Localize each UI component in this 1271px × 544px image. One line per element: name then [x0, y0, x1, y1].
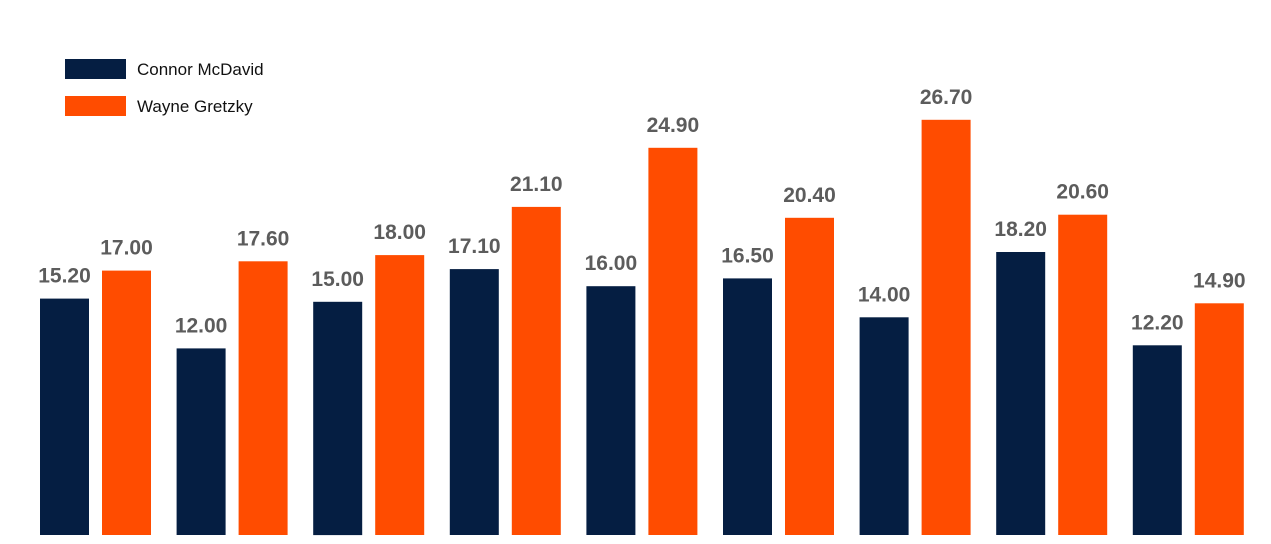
- value-label-wayne-gretzky-6: 20.40: [783, 184, 836, 207]
- bar-connor-mcdavid-5: [586, 286, 636, 535]
- legend-label-wayne-gretzky: Wayne Gretzky: [137, 97, 253, 116]
- bar-connor-mcdavid-2: [176, 348, 226, 535]
- bar-wayne-gretzky-1: [102, 270, 151, 535]
- value-label-connor-mcdavid-8: 18.20: [994, 218, 1047, 241]
- legend-swatch-wayne-gretzky: [65, 96, 126, 116]
- value-label-connor-mcdavid-2: 12.00: [175, 314, 228, 337]
- value-label-connor-mcdavid-4: 17.10: [448, 235, 501, 258]
- bar-connor-mcdavid-4: [449, 269, 499, 535]
- bar-connor-mcdavid-1: [40, 298, 89, 535]
- bar-wayne-gretzky-6: [785, 217, 834, 536]
- bar-wayne-gretzky-9: [1194, 303, 1244, 535]
- value-label-connor-mcdavid-6: 16.50: [721, 244, 774, 267]
- value-label-connor-mcdavid-1: 15.20: [38, 265, 91, 288]
- bar-wayne-gretzky-3: [375, 255, 425, 535]
- bar-wayne-gretzky-5: [648, 147, 698, 536]
- bar-wayne-gretzky-7: [921, 119, 971, 536]
- bar-connor-mcdavid-8: [996, 252, 1046, 535]
- value-label-connor-mcdavid-9: 12.20: [1131, 311, 1184, 334]
- bar-connor-mcdavid-6: [723, 278, 772, 535]
- bars-group: [40, 119, 1244, 536]
- legend-swatch-connor-mcdavid: [65, 59, 126, 79]
- value-label-wayne-gretzky-9: 14.90: [1193, 269, 1246, 292]
- bar-wayne-gretzky-4: [511, 206, 561, 535]
- value-label-wayne-gretzky-5: 24.90: [647, 114, 700, 137]
- value-label-wayne-gretzky-4: 21.10: [510, 173, 563, 196]
- bar-connor-mcdavid-9: [1132, 345, 1182, 535]
- bar-wayne-gretzky-8: [1058, 214, 1108, 535]
- legend: Connor McDavid Wayne Gretzky: [65, 59, 264, 116]
- value-label-connor-mcdavid-7: 14.00: [858, 283, 911, 306]
- value-label-wayne-gretzky-2: 17.60: [237, 227, 290, 250]
- value-labels-group: 15.20 12.00 15.00 17.10 16.00 16.50 14.00 18.20…: [38, 86, 1245, 338]
- value-label-connor-mcdavid-3: 15.00: [311, 268, 364, 291]
- value-label-connor-mcdavid-5: 16.00: [585, 252, 638, 275]
- value-label-wayne-gretzky-8: 20.60: [1056, 181, 1109, 204]
- bar-connor-mcdavid-3: [313, 301, 363, 536]
- legend-label-connor-mcdavid: Connor McDavid: [137, 60, 264, 79]
- value-label-wayne-gretzky-7: 26.70: [920, 86, 973, 109]
- bar-wayne-gretzky-2: [238, 261, 288, 535]
- value-label-wayne-gretzky-1: 17.00: [100, 237, 153, 260]
- bar-connor-mcdavid-7: [859, 317, 909, 535]
- value-label-wayne-gretzky-3: 18.00: [373, 221, 426, 244]
